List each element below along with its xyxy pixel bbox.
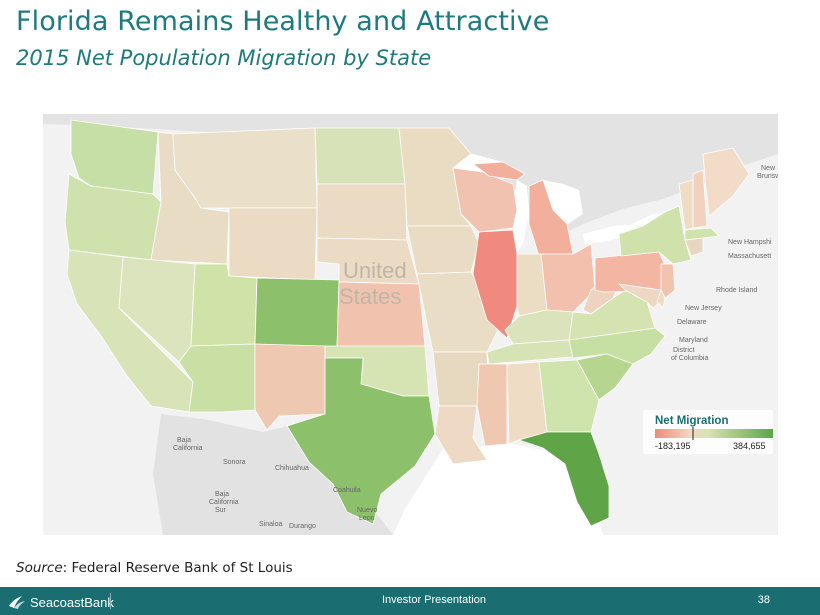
gulf-of-mexico <box>393 444 603 535</box>
state-georgia <box>538 359 600 433</box>
state-wyoming <box>228 207 318 281</box>
state-new-york <box>618 205 692 265</box>
state-new-jersey <box>660 263 676 299</box>
label-dc: District of Columbia <box>671 347 708 362</box>
label-new-hampshire: New Hampshi <box>728 239 772 246</box>
source-note: Source: Federal Reserve Bank of St Louis <box>16 560 293 576</box>
footer-bar: SeacoastBank Investor Presentation 38 <box>0 587 820 615</box>
state-mississippi <box>476 363 508 447</box>
label-new-jersey: New Jersey <box>685 305 722 312</box>
label-coahuila: Coahuila <box>333 487 361 494</box>
brand-name: SeacoastBank <box>30 594 114 610</box>
state-north-dakota <box>314 127 406 185</box>
state-new-hampshire <box>692 169 708 229</box>
label-new-brunswick: NewBrunswi <box>757 165 778 180</box>
country-label-states: States <box>339 284 401 309</box>
state-texas <box>286 357 436 525</box>
label-rhode-island: Rhode Island <box>716 287 757 294</box>
lake-erie-shape <box>583 224 639 244</box>
wave-icon <box>9 596 25 609</box>
legend-color-ramp <box>655 429 773 438</box>
label-sinaloa: Sinaloa <box>259 521 282 528</box>
label-sonora: Sonora <box>223 459 246 466</box>
legend-min-label: -183,195 <box>655 441 691 451</box>
state-arizona <box>178 343 256 413</box>
state-colorado <box>254 277 340 349</box>
label-maryland: Maryland <box>679 337 708 344</box>
state-michigan <box>528 179 574 257</box>
label-nuevo-leon: Nuevo Leon <box>357 507 377 522</box>
map-legend: Net Migration -183,195 384,655 <box>643 410 773 454</box>
label-delaware: Delaware <box>677 319 707 326</box>
state-michigan-up <box>472 161 526 181</box>
state-south-dakota <box>316 183 408 241</box>
state-montana <box>172 127 318 209</box>
state-iowa <box>406 225 480 275</box>
state-delaware <box>656 289 666 309</box>
page-subtitle: 2015 Net Population Migration by State <box>16 46 432 70</box>
state-florida <box>518 431 610 527</box>
legend-max-label: 384,655 <box>733 441 766 451</box>
state-massachusetts <box>684 227 720 241</box>
page-title: Florida Remains Healthy and Attractive <box>16 6 550 37</box>
migration-map: United States New Hampshi Massachusett R… <box>43 114 778 535</box>
label-durango: Durango <box>289 523 316 530</box>
state-maine <box>702 147 750 217</box>
state-south-carolina <box>576 353 634 401</box>
country-label-united: United <box>343 258 407 283</box>
footer-title: Investor Presentation <box>382 594 486 606</box>
label-massachusetts: Massachusett <box>728 253 771 260</box>
source-text: : Federal Reserve Bank of St Louis <box>62 560 293 576</box>
legend-title: Net Migration <box>655 415 728 427</box>
seacoast-logo: SeacoastBank <box>8 593 114 611</box>
label-chihuahua: Chihuahua <box>275 465 309 472</box>
source-label: Source <box>16 560 63 576</box>
label-baja-california: Baja California <box>173 437 203 452</box>
mexico-land <box>153 414 393 535</box>
label-baja-california-sur: Baja California Sur <box>209 491 239 514</box>
footer-divider <box>110 593 111 609</box>
page-number: 38 <box>757 594 770 606</box>
state-illinois <box>472 229 518 339</box>
